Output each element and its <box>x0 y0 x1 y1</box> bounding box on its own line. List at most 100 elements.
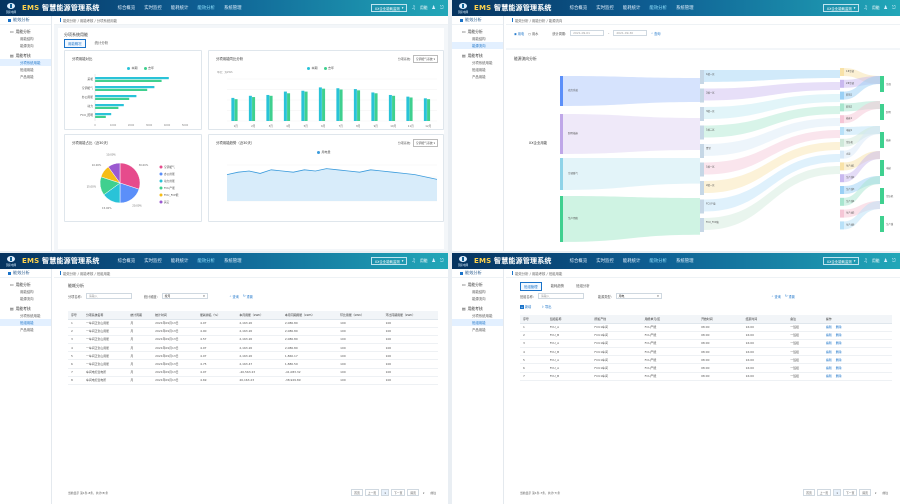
prev-page-button[interactable]: 上一页 <box>816 489 832 496</box>
sidebar-item-subsystem[interactable]: 分项系统用能 <box>20 314 41 318</box>
edit-link[interactable]: 编辑 <box>825 325 832 330</box>
prev-page-button[interactable]: 上一页 <box>364 489 380 496</box>
nav-statistics[interactable]: 能耗统计 <box>170 6 189 11</box>
nav-monitor[interactable]: 实时监控 <box>144 6 162 11</box>
sidebar-section-analysis[interactable]: ▭ 用能分析 <box>462 28 483 35</box>
nav-monitor[interactable]: 实时监控 <box>144 259 162 264</box>
logout-icon[interactable]: ⎋ <box>892 4 896 11</box>
delete-link[interactable]: 删除 <box>835 341 842 346</box>
sidebar-section-assessment[interactable]: ▤ 用能考核 <box>10 305 31 312</box>
first-page-button[interactable]: 首页 <box>351 489 363 496</box>
nav-statistics[interactable]: 能耗统计 <box>622 259 641 264</box>
delete-link[interactable]: 删除 <box>835 366 842 371</box>
dimension-select[interactable]: 按月 ▾ <box>161 293 208 299</box>
user-icon[interactable]: ♟ <box>431 4 437 11</box>
delete-link[interactable]: 删除 <box>835 325 842 330</box>
sidebar-item-structure[interactable]: 用能结构 <box>20 290 34 294</box>
sidebar-item-team[interactable]: 班组用能 <box>472 68 486 72</box>
sidebar-item-structure[interactable]: 用能结构 <box>472 290 486 294</box>
sidebar-item-flow[interactable]: 能源流向 <box>20 44 34 48</box>
next-page-button[interactable]: 下一页 <box>842 489 858 496</box>
user-name[interactable]: 用能 <box>871 258 880 263</box>
tab-team-manage[interactable]: 班组管理 <box>520 282 542 291</box>
first-page-button[interactable]: 首页 <box>803 489 815 496</box>
nav-monitor[interactable]: 实时监控 <box>596 6 614 11</box>
next-page-button[interactable]: 下一页 <box>390 489 406 496</box>
edit-link[interactable]: 编辑 <box>825 333 832 338</box>
subsystem-select-trend[interactable]: 分项系统: 空调暖气系统 ▾ <box>398 139 438 147</box>
sidebar-item-subsystem[interactable]: 分项系统用能 <box>0 59 51 66</box>
sidebar-item-product[interactable]: 产品用能 <box>20 75 34 79</box>
sidebar-item-structure[interactable]: 用能结构 <box>472 37 486 41</box>
nav-statistics[interactable]: 能耗统计 <box>622 6 641 11</box>
nav-overview[interactable]: 综合概览 <box>569 259 588 264</box>
edit-link[interactable]: 编辑 <box>825 366 832 371</box>
energy-type-select[interactable]: 用电 ▾ <box>615 293 662 299</box>
tab-energy-trend[interactable]: 能耗趋势 <box>550 284 565 288</box>
sidebar-item-team[interactable]: 班组用能 <box>20 68 34 72</box>
nav-system[interactable]: 系统管理 <box>675 6 694 11</box>
sidebar-section-assessment[interactable]: ▤ 用能考核 <box>462 305 483 312</box>
team-name-input[interactable]: 请输入 <box>537 293 584 299</box>
chevron-down-icon[interactable]: ▾ <box>422 490 425 495</box>
site-select[interactable]: XX企业能耗监测 ▾ <box>822 4 860 12</box>
site-select[interactable]: XX企业能耗监测 ▾ <box>822 257 860 265</box>
sidebar-item-product[interactable]: 产品用能 <box>472 328 486 332</box>
sidebar-item-product[interactable]: 产品用能 <box>472 75 486 79</box>
query-button[interactable]: ⌕ 查询 <box>651 31 661 36</box>
user-name[interactable]: 用能 <box>419 258 428 263</box>
nav-system[interactable]: 系统管理 <box>223 6 242 11</box>
bell-icon[interactable]: ♫ <box>411 4 416 11</box>
sidebar-section-assessment[interactable]: ▤ 用能考核 <box>10 52 31 59</box>
nav-analysis[interactable]: 能效分析 <box>649 259 667 264</box>
edit-link[interactable]: 编辑 <box>825 349 832 354</box>
reset-button[interactable]: ↻ 重置 <box>784 294 795 299</box>
edit-link[interactable]: 编辑 <box>825 357 832 362</box>
tab-team-analysis[interactable]: 班组分析 <box>576 284 590 288</box>
query-button[interactable]: ⌕ 查询 <box>229 294 239 299</box>
logout-icon[interactable]: ⎋ <box>440 4 444 11</box>
nav-monitor[interactable]: 实时监控 <box>596 259 614 264</box>
radio-electric[interactable]: ◉ 用电 <box>514 31 525 36</box>
radio-water[interactable]: ○ 用水 <box>528 31 539 36</box>
sidebar-item-flow[interactable]: 能源流向 <box>20 297 34 301</box>
nav-system[interactable]: 系统管理 <box>675 259 694 264</box>
sidebar-section-analysis[interactable]: ▭ 用能分析 <box>10 281 31 288</box>
user-icon[interactable]: ♟ <box>883 257 889 264</box>
sidebar-item-subsystem[interactable]: 分项系统用能 <box>472 61 493 65</box>
sidebar-item-flow[interactable]: 能源流向 <box>472 297 486 301</box>
nav-system[interactable]: 系统管理 <box>223 259 242 264</box>
nav-analysis[interactable]: 能效分析 <box>197 259 215 264</box>
logout-icon[interactable]: ⎋ <box>892 257 896 264</box>
user-icon[interactable]: ♟ <box>883 4 889 11</box>
bell-icon[interactable]: ♫ <box>863 4 868 11</box>
nav-analysis[interactable]: 能效分析 <box>197 6 215 11</box>
sidebar-item-subsystem[interactable]: 分项系统用能 <box>472 314 493 318</box>
delete-link[interactable]: 删除 <box>835 374 842 379</box>
sidebar-section-analysis[interactable]: ▭ 用能分析 <box>462 281 483 288</box>
delete-link[interactable]: 删除 <box>835 349 842 354</box>
user-name[interactable]: 用能 <box>871 5 880 10</box>
user-icon[interactable]: ♟ <box>431 257 437 264</box>
tab-overview[interactable]: 用能概况 <box>64 39 86 48</box>
export-button[interactable]: ⇪ 导出 <box>541 304 552 310</box>
edit-link[interactable]: 编辑 <box>825 341 832 346</box>
delete-link[interactable]: 删除 <box>835 333 842 338</box>
add-button[interactable]: + 新增 <box>520 304 532 309</box>
sidebar-item-team[interactable]: 班组用能 <box>0 319 51 326</box>
sidebar-item-product[interactable]: 产品用能 <box>20 328 34 332</box>
site-select[interactable]: XX企业能耗监测 ▾ <box>370 4 408 12</box>
bell-icon[interactable]: ♫ <box>411 257 416 264</box>
query-button[interactable]: ⌕ 查询 <box>771 294 781 299</box>
chevron-down-icon[interactable]: ▾ <box>874 490 877 495</box>
nav-overview[interactable]: 综合概览 <box>117 259 136 264</box>
sidebar-item-team[interactable]: 班组用能 <box>452 319 503 326</box>
nav-overview[interactable]: 综合概览 <box>117 6 136 11</box>
delete-link[interactable]: 删除 <box>835 357 842 362</box>
page-1[interactable]: 1 <box>381 489 389 496</box>
nav-overview[interactable]: 综合概览 <box>569 6 588 11</box>
subsystem-select[interactable]: 分项系统: 空调暖气系统 ▾ <box>398 55 438 63</box>
logout-icon[interactable]: ⎋ <box>440 257 444 264</box>
last-page-button[interactable]: 尾页 <box>407 489 419 496</box>
date-to[interactable]: 2021-09-30 <box>613 30 648 36</box>
